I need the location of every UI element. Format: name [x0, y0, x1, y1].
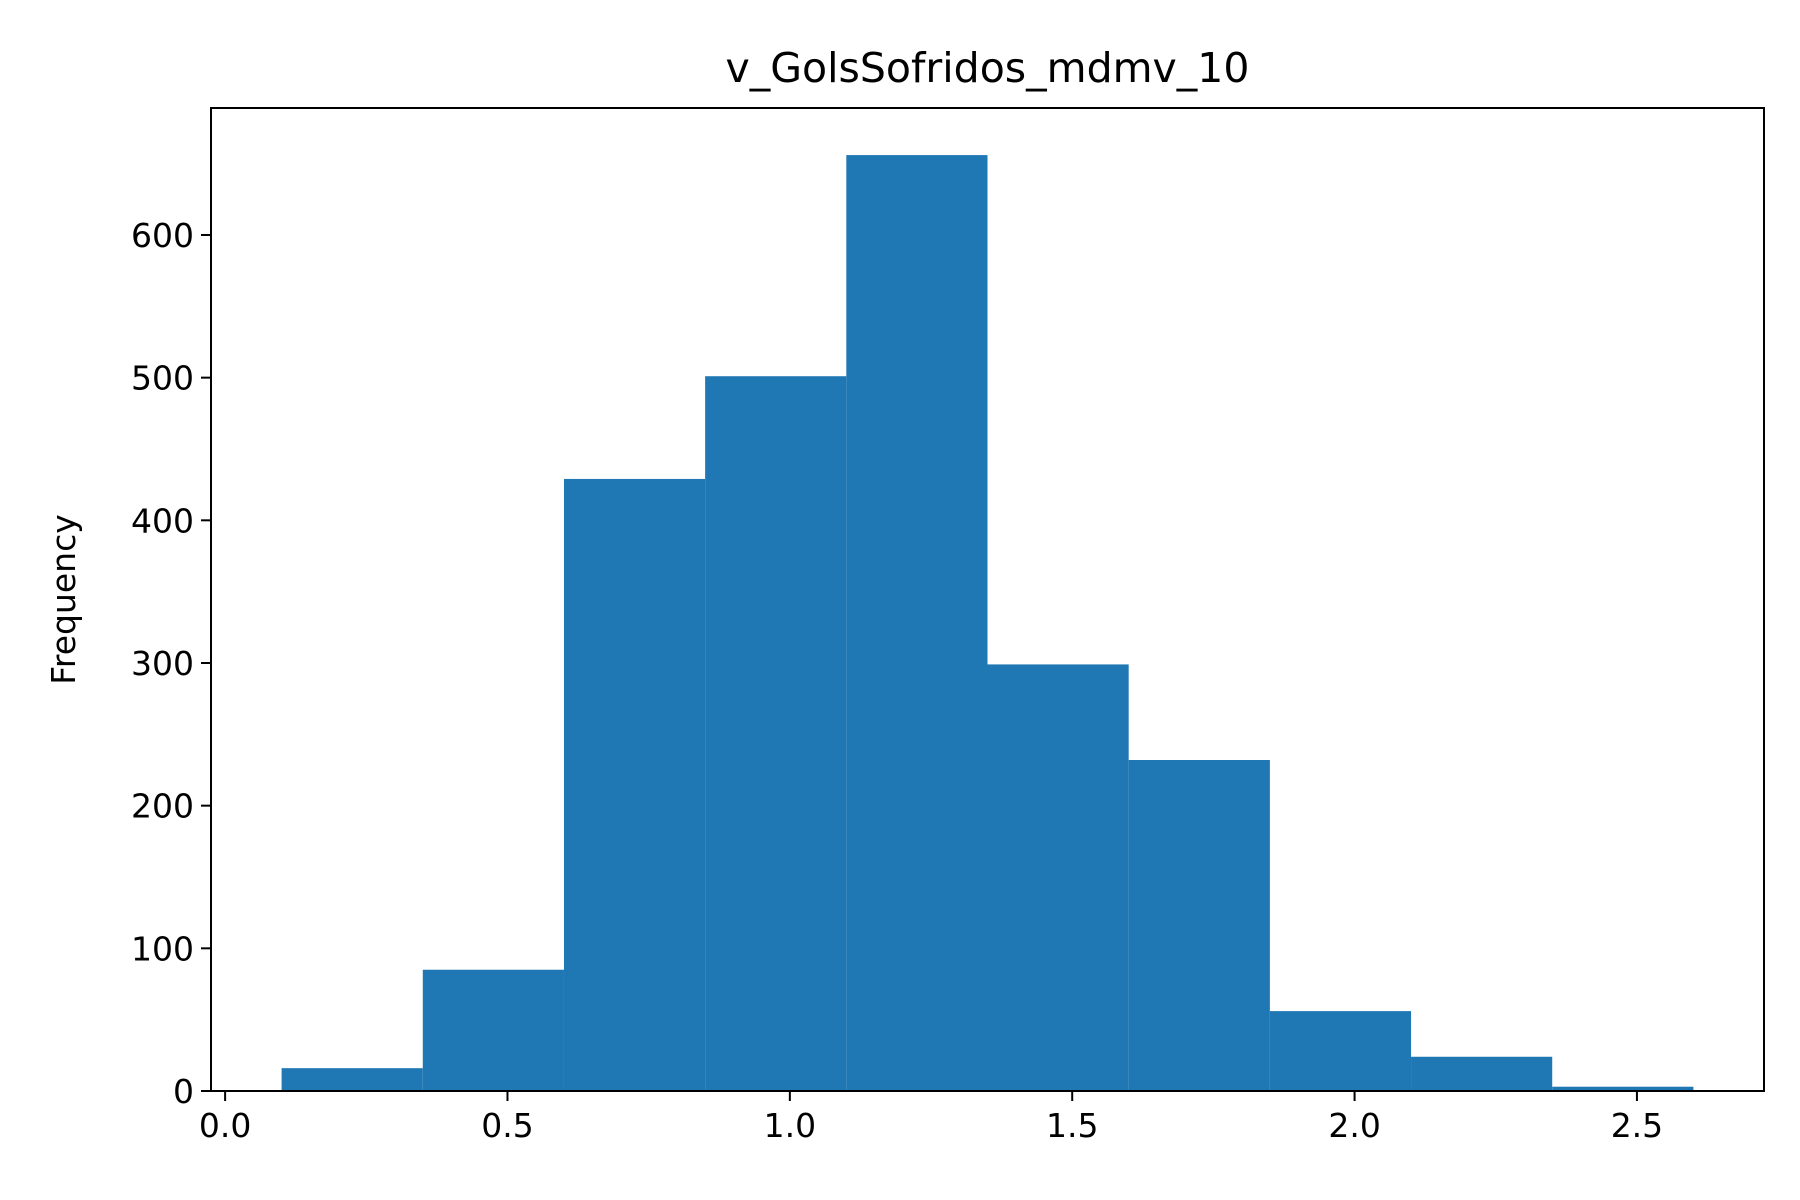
histogram-bar: [705, 376, 847, 1092]
x-tick-label: 2.5: [1611, 1106, 1663, 1145]
plot-frame: [210, 107, 1765, 1092]
y-axis-ticks: 0 100 200 300 400 500 600: [131, 216, 211, 1111]
histogram-bar: [1411, 1056, 1553, 1091]
x-tick-label: 1.0: [764, 1106, 816, 1145]
y-tick-label: 300: [131, 644, 194, 683]
histogram-bar: [422, 969, 564, 1091]
y-tick-label: 200: [131, 787, 194, 826]
histogram-bar: [563, 478, 706, 1092]
bars-group: [281, 155, 1694, 1092]
x-tick-label: 0.0: [199, 1106, 251, 1145]
y-tick-label: 400: [131, 501, 194, 540]
x-axis-ticks: 0.0 0.5 1.0 1.5 2.0 2.5: [199, 1091, 1663, 1145]
histogram-bar: [987, 664, 1129, 1091]
chart-title: v_GolsSofridos_mdmv_10: [726, 44, 1250, 92]
histogram-bar: [1128, 760, 1270, 1091]
x-tick-label: 0.5: [481, 1106, 533, 1145]
histogram-bar: [846, 155, 988, 1091]
histogram-bar: [281, 1068, 423, 1091]
y-tick-label: 100: [131, 929, 194, 968]
histogram-bar: [1269, 1011, 1412, 1091]
x-tick-label: 1.5: [1046, 1106, 1098, 1145]
x-tick-label: 2.0: [1328, 1106, 1380, 1145]
histogram-bar: [1552, 1086, 1694, 1091]
y-axis-label: Frequency: [44, 514, 83, 684]
y-tick-label: 500: [131, 359, 194, 398]
y-tick-label: 0: [173, 1072, 194, 1111]
y-tick-label: 600: [131, 216, 194, 255]
